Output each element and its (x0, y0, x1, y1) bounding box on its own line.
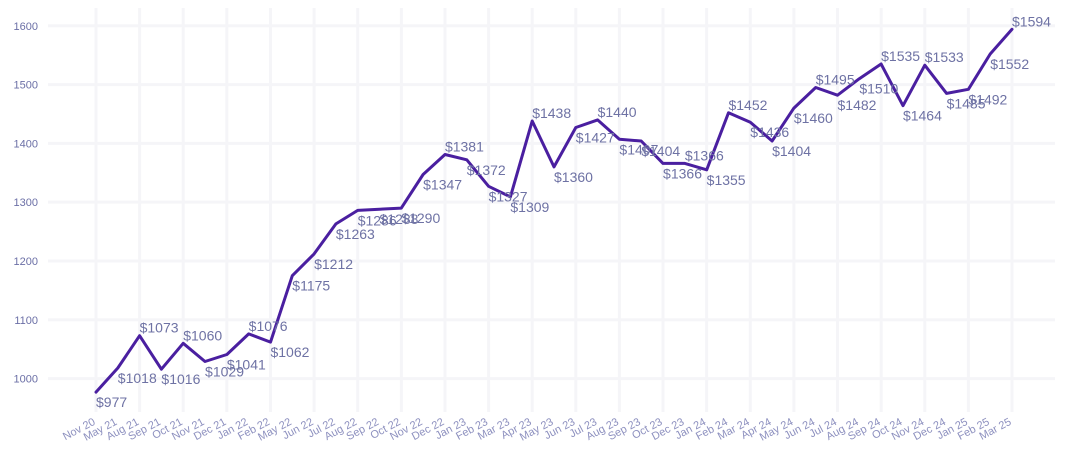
data-label: $1533 (925, 49, 964, 65)
data-label: $1366 (685, 147, 724, 163)
data-label: $1175 (292, 278, 330, 294)
data-label: $1355 (707, 172, 746, 188)
y-axis-ticks: 1000 1100 1200 1300 1400 1500 1600 (14, 21, 38, 386)
data-label: $1438 (532, 105, 571, 121)
data-label: $1404 (641, 143, 680, 159)
y-tick-label: 1500 (14, 80, 38, 92)
data-label: $1594 (1012, 13, 1051, 29)
data-label: $1552 (990, 56, 1029, 72)
data-label: $1286 (358, 212, 397, 228)
series-line (94, 27, 1014, 394)
data-label: $1212 (314, 256, 353, 272)
data-label: $1060 (183, 327, 222, 343)
data-label: $1288 (380, 211, 419, 227)
y-tick-label: 1300 (14, 197, 38, 209)
data-label: $1029 (205, 364, 244, 380)
data-label: $1407 (619, 141, 658, 157)
data-label: $1460 (794, 110, 833, 126)
data-label: $1482 (838, 97, 877, 113)
data-labels: $977 $1018 $1073 $1016 $1060 $1029$1041 $1076 $… (96, 13, 1051, 410)
series-layer (94, 27, 1014, 394)
data-label: $1076 (249, 318, 288, 334)
data-label: $1404 (772, 143, 811, 159)
data-label: $1436 (750, 124, 789, 140)
data-label: $1535 (881, 48, 920, 64)
data-label: $1464 (903, 108, 942, 124)
data-label: $1290 (401, 210, 440, 226)
data-label: $1041 (227, 356, 266, 372)
data-label: $1309 (510, 199, 549, 215)
data-label: $1485 (947, 95, 986, 111)
data-label: $1062 (270, 344, 309, 360)
data-label: $1492 (968, 91, 1007, 107)
data-label: $1360 (554, 169, 593, 185)
data-label: $1016 (161, 371, 200, 387)
data-label: $1510 (859, 81, 898, 97)
y-tick-label: 1600 (14, 21, 38, 33)
data-label: $1427 (576, 129, 615, 145)
data-label: $1073 (140, 320, 179, 336)
data-label: $1347 (423, 177, 462, 193)
y-tick-label: 1100 (14, 315, 38, 327)
data-label: $1263 (336, 226, 375, 242)
data-label: $1495 (816, 72, 855, 88)
data-label: $1452 (728, 97, 767, 113)
grid-layer (48, 8, 1055, 412)
data-label: $1366 (663, 165, 702, 181)
data-label: $1372 (467, 162, 506, 178)
data-label: $977 (96, 394, 127, 410)
data-label: $1440 (598, 104, 637, 120)
y-tick-label: 1400 (14, 138, 38, 150)
y-tick-label: 1200 (14, 256, 38, 268)
data-label: $1327 (489, 188, 528, 204)
data-label: $1381 (445, 139, 484, 155)
data-label: $1018 (118, 370, 157, 386)
y-tick-label: 1000 (14, 374, 38, 386)
